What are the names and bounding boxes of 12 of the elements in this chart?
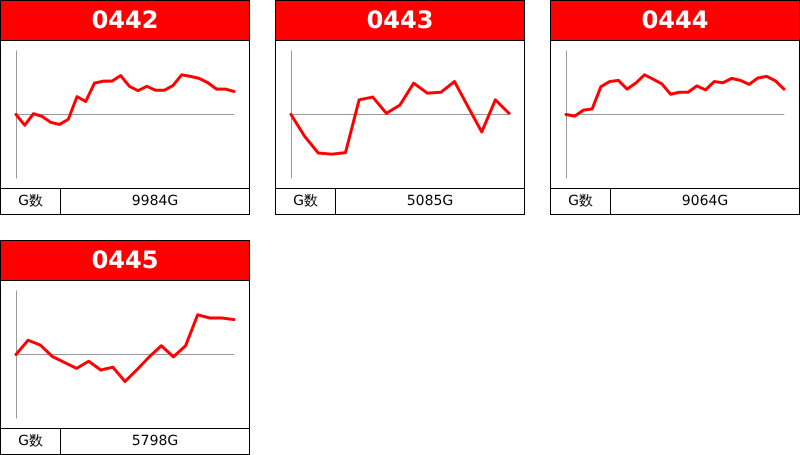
text: G数	[1, 429, 61, 454]
chart-title: 0445	[1, 241, 249, 281]
text: 5085G	[406, 192, 454, 211]
text: 5798G	[130, 432, 180, 451]
text: G数	[1, 189, 61, 214]
chart-title: 0444	[551, 1, 799, 41]
chart-title: 0443	[276, 1, 524, 41]
text: 9984G	[130, 192, 180, 211]
text: G数	[276, 189, 336, 214]
chart-title: 0442	[1, 1, 249, 41]
text: 9064G	[680, 192, 730, 211]
text: G数	[551, 189, 611, 214]
